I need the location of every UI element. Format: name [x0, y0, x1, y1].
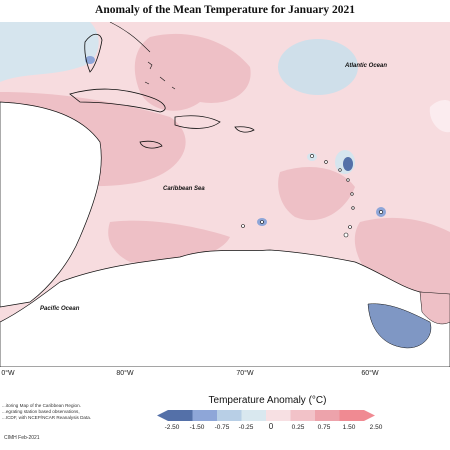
legend-swatch-5 — [290, 410, 315, 421]
legend-tick: -0.75 — [214, 424, 230, 431]
legend-swatch-0b — [168, 410, 193, 421]
legend-swatch-2 — [217, 410, 242, 421]
legend-swatch-1 — [192, 410, 217, 421]
lon-label-80w: 80°W — [116, 370, 134, 377]
anomaly-map — [0, 22, 450, 367]
cool-spot-bahamas — [85, 56, 95, 64]
credit-line-1: ...itoring Map of the Caribbean Region. — [2, 403, 81, 408]
legend-tick: -1.50 — [189, 424, 205, 431]
lesser-antilles-outline — [241, 154, 383, 238]
legend-tick: 0.25 — [291, 424, 305, 431]
coastline-usa — [109, 22, 151, 53]
legend-tick: -0.25 — [238, 424, 254, 431]
warm-patch-central — [278, 167, 355, 221]
neutral-patch-east — [429, 99, 450, 133]
hispaniola-outline — [174, 115, 221, 129]
credit-line-2: ...egrating station based observations, — [2, 409, 80, 414]
credit-text: ...itoring Map of the Caribbean Region. … — [2, 403, 110, 421]
jamaica-outline — [139, 140, 163, 149]
legend-color-bar — [157, 410, 375, 421]
bahamas-outline — [144, 61, 176, 90]
legend-swatch-7b — [364, 410, 375, 421]
legend-swatch-6 — [315, 410, 340, 421]
puerto-rico-outline — [234, 126, 255, 133]
cool-patch-guianas — [367, 303, 432, 349]
warm-patch-north — [134, 33, 251, 111]
lon-label-70w: 70°W — [236, 370, 254, 377]
issued-date: CIMH Feb-2021 — [4, 435, 40, 441]
legend-tick: 0.75 — [317, 424, 331, 431]
florida-outline — [84, 33, 103, 73]
credit-line-3: ...ICDF, with NCEP/NCAR Reanalysis Data. — [2, 415, 92, 420]
legend-swatch-3 — [241, 410, 266, 421]
legend-tick: 1.50 — [342, 424, 356, 431]
label-pacific-ocean: Pacific Ocean — [40, 306, 80, 312]
legend-tick: 2.50 — [369, 424, 383, 431]
label-caribbean-sea: Caribbean Sea — [163, 186, 205, 192]
lon-label-90w: 0°W — [1, 370, 15, 377]
legend-swatch-4 — [266, 410, 291, 421]
lon-label-60w: 60°W — [361, 370, 379, 377]
cuba-outline — [69, 88, 166, 113]
cool-patch-atlantic — [278, 39, 358, 95]
land-central-america — [0, 101, 102, 308]
legend-title: Temperature Anomaly (°C) — [208, 395, 327, 406]
legend-tick: -2.50 — [164, 424, 180, 431]
neutral-patch-northwest — [0, 22, 99, 82]
label-atlantic-ocean: Atlantic Ocean — [345, 63, 388, 69]
map-canvas — [0, 22, 450, 367]
map-title: Anomaly of the Mean Temperature for Janu… — [95, 4, 355, 16]
legend-swatch-7 — [339, 410, 364, 421]
cool-spot-antilles — [343, 157, 353, 171]
legend-tick: 0 — [268, 422, 274, 431]
legend-swatch-0 — [157, 410, 168, 421]
land-south-america — [0, 249, 450, 367]
